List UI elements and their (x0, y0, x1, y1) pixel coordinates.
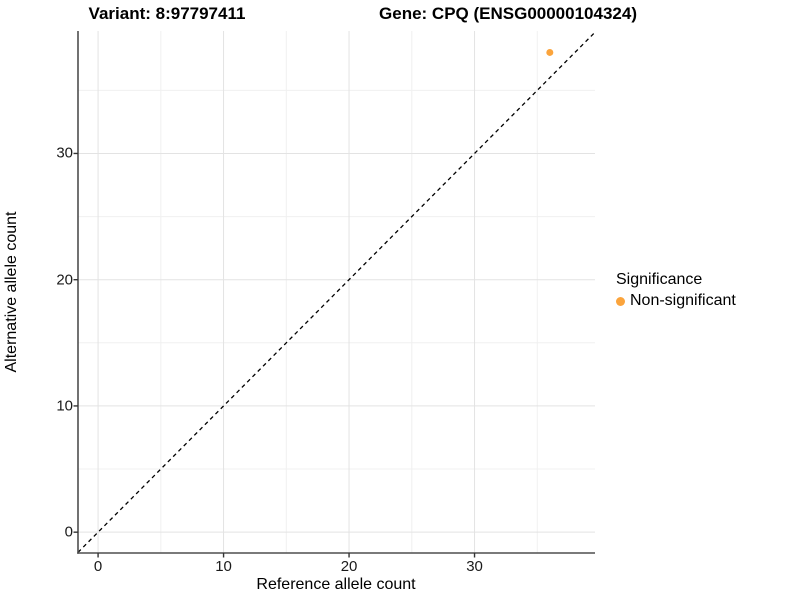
x-tick-label: 10 (215, 558, 232, 575)
legend-entry: Non-significant (616, 292, 736, 310)
y-axis-title: Alternative allele count (3, 211, 20, 373)
x-axis-title: Reference allele count (256, 576, 416, 593)
x-tick-label: 30 (466, 558, 483, 575)
gene-title: Gene: CPQ (ENSG00000104324) (379, 4, 637, 23)
identity-dashed-line (77, 31, 596, 553)
x-tick-label: 0 (93, 558, 103, 575)
legend-entry-label: Non-significant (630, 292, 736, 309)
legend-point-icon (616, 296, 625, 306)
x-tick-label: 20 (340, 558, 358, 575)
data-point (546, 48, 554, 56)
y-tick-label: 10 (56, 397, 73, 415)
y-tick-label: 0 (64, 523, 73, 541)
legend: Significance Non-significant (616, 271, 736, 310)
y-tick-label: 30 (56, 144, 73, 162)
y-tick-label: 20 (56, 271, 73, 289)
variant-title: Variant: 8:97797411 (88, 4, 246, 23)
legend-title: Significance (616, 271, 703, 288)
